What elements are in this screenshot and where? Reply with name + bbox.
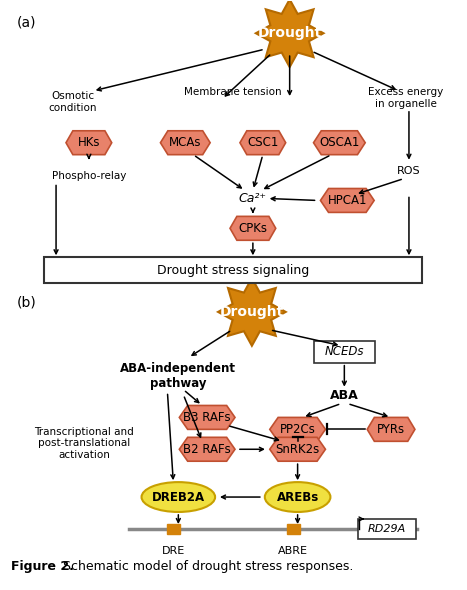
Text: HPCA1: HPCA1 bbox=[327, 194, 367, 207]
Text: PP2Cs: PP2Cs bbox=[280, 423, 316, 436]
Text: Drought: Drought bbox=[257, 26, 322, 40]
Polygon shape bbox=[161, 131, 210, 155]
Text: Figure 2.: Figure 2. bbox=[11, 560, 74, 573]
Text: CPKs: CPKs bbox=[238, 222, 268, 235]
Text: Drought: Drought bbox=[220, 305, 284, 319]
Ellipse shape bbox=[142, 482, 215, 512]
Text: ROS: ROS bbox=[397, 166, 421, 176]
FancyBboxPatch shape bbox=[358, 519, 416, 539]
Text: Drought stress signaling: Drought stress signaling bbox=[157, 264, 309, 277]
Bar bbox=[287, 524, 300, 534]
Polygon shape bbox=[240, 131, 286, 155]
Text: AREBs: AREBs bbox=[276, 490, 319, 503]
Text: Excess energy
in organelle: Excess energy in organelle bbox=[368, 87, 444, 109]
Polygon shape bbox=[367, 417, 415, 441]
Polygon shape bbox=[179, 437, 235, 461]
Text: Phospho-relay: Phospho-relay bbox=[52, 171, 126, 181]
Text: ABA: ABA bbox=[330, 389, 359, 402]
Text: B3 RAFs: B3 RAFs bbox=[184, 411, 231, 424]
Polygon shape bbox=[270, 437, 325, 461]
Text: DRE: DRE bbox=[162, 546, 185, 556]
Text: ABRE: ABRE bbox=[278, 546, 308, 556]
Text: B2 RAFs: B2 RAFs bbox=[183, 442, 231, 455]
Text: Schematic model of drought stress responses.: Schematic model of drought stress respon… bbox=[59, 560, 354, 573]
Text: Ca²⁺: Ca²⁺ bbox=[239, 192, 267, 205]
Text: NCEDs: NCEDs bbox=[325, 345, 364, 358]
Text: PYRs: PYRs bbox=[377, 423, 405, 436]
FancyBboxPatch shape bbox=[313, 341, 375, 363]
Text: Osmotic
condition: Osmotic condition bbox=[49, 91, 97, 113]
Polygon shape bbox=[66, 131, 112, 155]
Polygon shape bbox=[230, 217, 276, 240]
Text: MCAs: MCAs bbox=[169, 136, 202, 149]
Text: CSC1: CSC1 bbox=[247, 136, 278, 149]
Text: Membrane tension: Membrane tension bbox=[184, 87, 282, 97]
Bar bbox=[167, 524, 180, 534]
FancyBboxPatch shape bbox=[44, 257, 422, 283]
Text: ABA-independent
pathway: ABA-independent pathway bbox=[120, 362, 236, 389]
Text: DREB2A: DREB2A bbox=[152, 490, 205, 503]
Text: Transcriptional and
post-translational
activation: Transcriptional and post-translational a… bbox=[34, 427, 134, 460]
Text: (a): (a) bbox=[16, 15, 36, 30]
Polygon shape bbox=[270, 417, 325, 441]
Text: RD29A: RD29A bbox=[368, 524, 406, 534]
Polygon shape bbox=[218, 278, 286, 346]
Ellipse shape bbox=[265, 482, 331, 512]
Polygon shape bbox=[179, 405, 235, 430]
Text: HKs: HKs bbox=[78, 136, 100, 149]
Text: SnRK2s: SnRK2s bbox=[276, 442, 320, 455]
Polygon shape bbox=[313, 131, 365, 155]
Text: OSCA1: OSCA1 bbox=[319, 136, 360, 149]
Text: (b): (b) bbox=[16, 295, 36, 309]
Polygon shape bbox=[320, 188, 374, 212]
Polygon shape bbox=[256, 0, 324, 67]
